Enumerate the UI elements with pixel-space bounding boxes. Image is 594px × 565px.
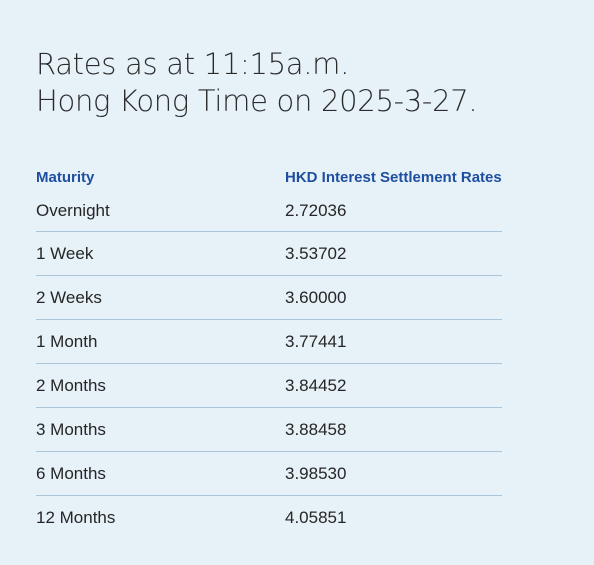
table-row: 3 Months 3.88458 — [36, 407, 502, 452]
table-row: 6 Months 3.98530 — [36, 451, 502, 496]
maturity-cell: 1 Month — [36, 319, 285, 364]
title-line-time: Rates as at 11:15a.m. — [36, 47, 350, 81]
maturity-cell: 2 Weeks — [36, 275, 285, 320]
table-header-row: Maturity HKD Interest Settlement Rates — [36, 169, 502, 191]
title-line-date: Hong Kong Time on 2025-3-27. — [36, 84, 478, 118]
column-header-rate: HKD Interest Settlement Rates — [285, 169, 502, 186]
rate-cell: 3.53702 — [285, 231, 502, 276]
table-row: 12 Months 4.05851 — [36, 496, 502, 540]
maturity-cell: 2 Months — [36, 363, 285, 408]
table-row: 1 Week 3.53702 — [36, 231, 502, 276]
column-header-maturity: Maturity — [36, 169, 95, 186]
rate-cell: 3.84452 — [285, 363, 502, 408]
rates-table: Maturity HKD Interest Settlement Rates O… — [36, 169, 502, 539]
maturity-cell: 6 Months — [36, 451, 285, 496]
rate-cell: 3.77441 — [285, 319, 502, 364]
table-row: 2 Weeks 3.60000 — [36, 275, 502, 320]
rate-cell: 3.88458 — [285, 407, 502, 452]
maturity-cell: 1 Week — [36, 231, 285, 276]
maturity-cell: 12 Months — [36, 507, 116, 527]
page-title: Rates as at 11:15a.m. Hong Kong Time on … — [36, 46, 594, 120]
table-row: 2 Months 3.84452 — [36, 363, 502, 408]
maturity-cell: Overnight — [36, 191, 285, 232]
table-row: Overnight 2.72036 — [36, 191, 502, 232]
rate-cell: 2.72036 — [285, 191, 502, 232]
table-row: 1 Month 3.77441 — [36, 319, 502, 364]
rate-cell: 4.05851 — [285, 507, 347, 527]
maturity-cell: 3 Months — [36, 407, 285, 452]
rate-cell: 3.98530 — [285, 451, 502, 496]
rate-cell: 3.60000 — [285, 275, 502, 320]
